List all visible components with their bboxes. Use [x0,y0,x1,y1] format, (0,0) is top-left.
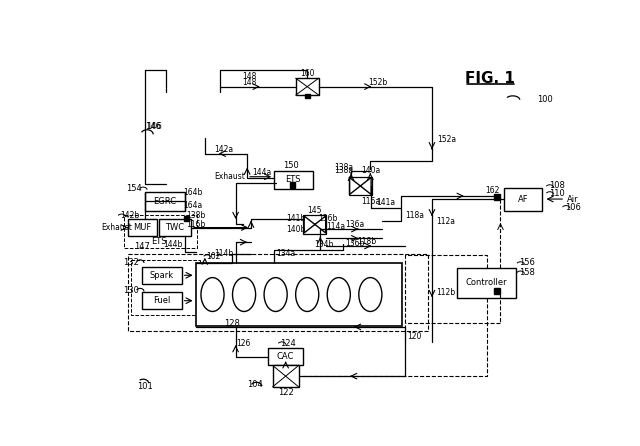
Text: 118a: 118a [405,211,424,220]
Ellipse shape [327,277,350,311]
Text: 112b: 112b [436,288,455,297]
Text: 102: 102 [206,252,221,260]
Text: 114a: 114a [326,222,346,231]
Text: Spark: Spark [150,271,173,280]
Text: 160: 160 [300,69,314,78]
Text: 145: 145 [308,206,322,215]
Text: 141b: 141b [286,214,305,223]
Text: 118b: 118b [357,237,376,246]
Text: 140a: 140a [361,166,380,175]
Text: 101: 101 [137,382,153,391]
Text: MUF: MUF [133,223,152,232]
Text: 134b: 134b [314,240,334,249]
Text: 110: 110 [549,189,564,198]
Bar [273,365,299,387]
Text: Air: Air [566,194,579,203]
Bar [296,78,319,95]
Text: 108: 108 [549,182,565,190]
Text: 150: 150 [283,161,299,170]
Text: 146: 146 [145,122,161,131]
Text: 114b: 114b [214,249,234,258]
Text: 126: 126 [236,339,250,348]
Text: 141a: 141a [376,198,396,207]
Bar [184,216,189,221]
Text: 116b: 116b [186,220,205,229]
Text: Exhaust: Exhaust [101,223,132,232]
Text: Fuel: Fuel [153,296,170,305]
Text: 136b: 136b [318,214,338,223]
Text: 148: 148 [243,78,257,87]
Text: 112a: 112a [436,217,455,226]
Text: 136b: 136b [345,239,365,248]
Bar [131,260,200,315]
Text: 164a: 164a [184,202,203,211]
Bar [494,288,500,294]
Bar [289,182,295,187]
Ellipse shape [296,277,319,311]
Ellipse shape [232,277,255,311]
Bar [349,177,372,195]
Text: EGRC: EGRC [153,197,177,206]
Text: 104: 104 [247,380,263,389]
Bar [145,192,185,211]
Text: 162: 162 [485,186,499,195]
Ellipse shape [201,277,224,311]
Text: FIG. 1: FIG. 1 [465,71,515,87]
Text: 100: 100 [538,95,553,104]
Text: 144a: 144a [253,169,272,178]
Text: 116a: 116a [361,197,380,206]
Bar [458,268,516,298]
Bar [305,94,310,98]
Text: 138a: 138a [334,166,353,175]
Bar [268,348,303,365]
Text: 130: 130 [123,286,139,295]
Text: 152b: 152b [369,78,388,87]
Text: 164b: 164b [184,188,203,197]
Text: TWC: TWC [165,223,184,232]
Text: CAC: CAC [277,352,294,361]
Text: Controller: Controller [466,278,508,288]
Text: 106: 106 [565,203,581,212]
Text: AF: AF [518,194,528,203]
Text: 144b: 144b [163,240,182,249]
Bar [303,215,326,234]
Ellipse shape [359,277,382,311]
Text: 140b: 140b [286,225,305,234]
Text: Exhaust: Exhaust [215,172,246,181]
Text: 138b: 138b [186,211,205,220]
Text: 147: 147 [134,242,150,251]
Bar [274,170,312,189]
Bar [124,215,197,248]
Text: 142b: 142b [120,211,140,220]
Text: 158: 158 [519,268,535,277]
Text: 122: 122 [278,388,294,397]
Text: 136a: 136a [346,220,365,229]
Text: 134a: 134a [276,249,295,258]
Text: 148: 148 [243,72,257,81]
Text: ETS: ETS [285,175,301,184]
Text: 152a: 152a [437,135,456,144]
Bar [504,187,542,211]
Ellipse shape [264,277,287,311]
Text: 156: 156 [519,259,535,268]
Bar [141,267,182,284]
Text: 138a: 138a [334,163,353,172]
Text: ETS: ETS [152,237,167,246]
Text: 154: 154 [126,184,141,193]
Text: 142a: 142a [214,145,234,154]
Text: 124: 124 [280,339,296,348]
Bar [494,194,500,200]
Text: 132: 132 [123,258,139,267]
Bar [128,219,157,236]
Text: 146: 146 [146,122,162,131]
Bar [159,219,191,236]
Text: 120: 120 [407,332,421,341]
Bar [141,292,182,309]
Bar [196,263,402,326]
Text: 128: 128 [224,318,240,327]
Bar [128,254,428,331]
